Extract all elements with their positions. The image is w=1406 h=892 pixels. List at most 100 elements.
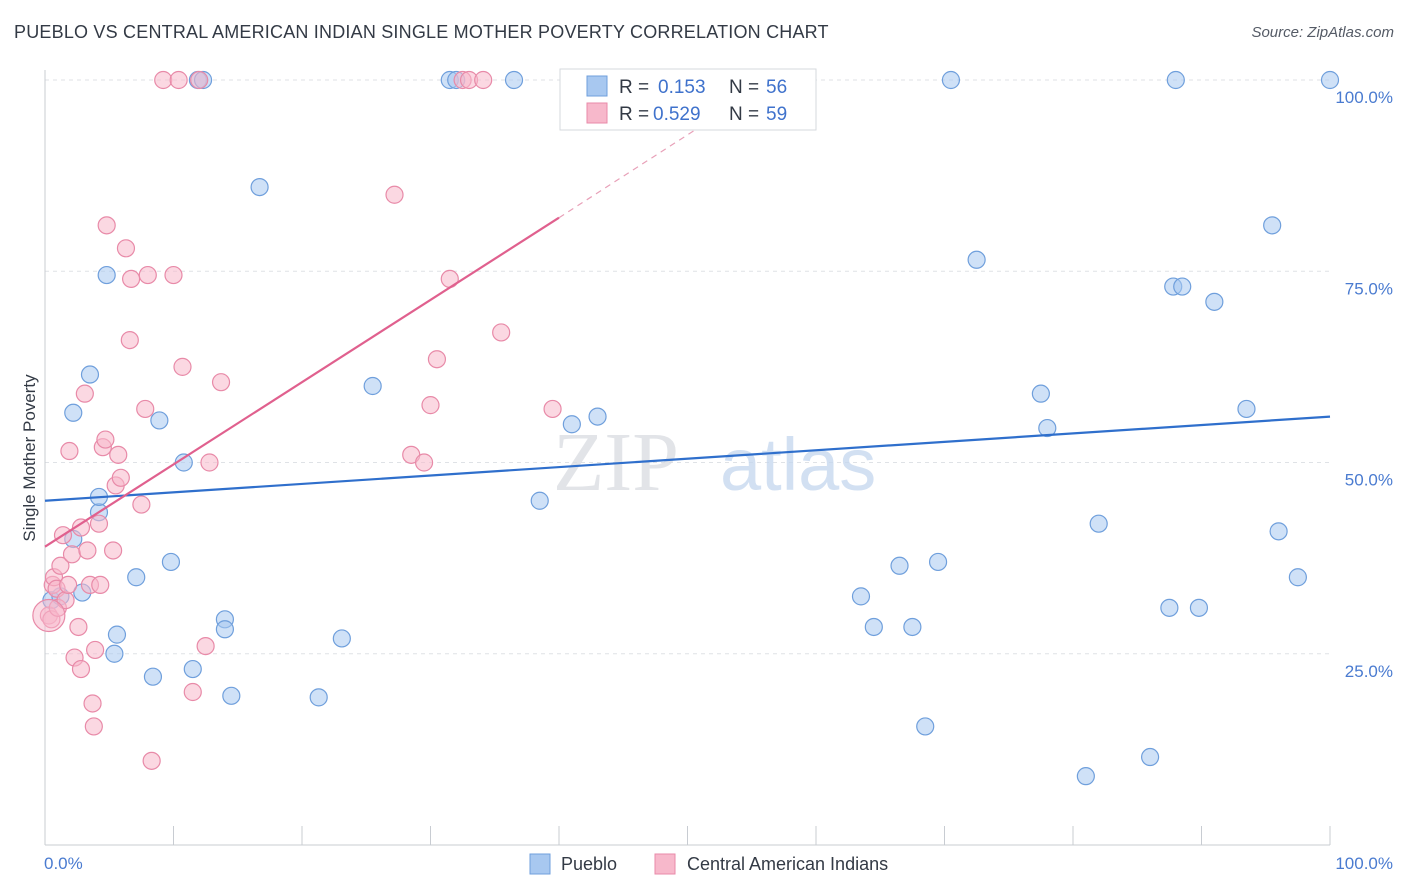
point-pueblo-12	[143, 667, 163, 686]
point-pueblo-14	[161, 552, 181, 572]
y-axis-label: Single Mother Poverty	[20, 374, 39, 542]
point-pueblo-42	[1076, 767, 1095, 786]
legend-r-value-pueblo: 0.153	[658, 77, 706, 98]
point-cai-39	[164, 265, 183, 285]
series-legend: Pueblo Central American Indians	[529, 853, 888, 875]
point-pueblo-45	[1160, 598, 1179, 617]
point-cai-20	[84, 717, 103, 736]
chart-source: Source: ZipAtlas.com	[1251, 24, 1394, 41]
trend-line-cai	[44, 216, 560, 548]
point-cai-11	[62, 545, 82, 564]
point-cai-42	[183, 682, 202, 702]
point-cai-16	[75, 384, 94, 403]
legend-r-value-cai: 0.529	[653, 104, 701, 125]
point-cai-13	[69, 617, 88, 637]
chart-title: PUEBLO VS CENTRAL AMERICAN INDIAN SINGLE…	[14, 22, 829, 42]
y-tick-labels: 25.0% 50.0% 75.0% 100.0%	[1335, 88, 1393, 681]
point-pueblo-34	[890, 556, 909, 575]
point-pueblo-35	[903, 617, 922, 637]
trend-line-cai-extension	[558, 117, 714, 219]
bottom-legend-swatch-cai	[654, 853, 676, 875]
point-pueblo-8	[97, 265, 116, 285]
point-cai-35	[136, 399, 155, 419]
point-cai-50	[421, 396, 440, 415]
point-pueblo-22	[250, 178, 269, 197]
legend-r-label-pueblo: R =	[619, 77, 649, 98]
bottom-legend-label-pueblo: Pueblo	[561, 854, 617, 874]
point-cai-47	[385, 185, 404, 204]
x-axis-ticks	[44, 826, 1331, 845]
point-pueblo-51	[1237, 399, 1256, 419]
point-cai-40	[169, 70, 188, 90]
point-pueblo-24	[332, 629, 351, 648]
point-pueblo-25	[363, 376, 382, 396]
point-pueblo-23	[309, 688, 328, 707]
point-pueblo-47	[1166, 70, 1185, 90]
point-cai-57	[543, 399, 562, 419]
point-pueblo-31	[588, 407, 607, 426]
point-pueblo-28	[504, 70, 524, 90]
point-pueblo-13	[150, 411, 169, 430]
point-cai-10	[60, 441, 79, 461]
watermark-atlas: atlas	[720, 423, 876, 506]
point-cai-34	[132, 495, 151, 514]
point-pueblo-21	[222, 686, 241, 705]
point-pueblo-41	[1038, 418, 1057, 438]
point-cai-14	[71, 659, 91, 679]
x-tick-label-max: 100.0%	[1335, 854, 1393, 873]
trend-lines	[44, 117, 1331, 548]
point-pueblo-54	[1288, 568, 1307, 587]
point-cai-43	[190, 70, 209, 90]
legend-n-value-pueblo: 56	[766, 77, 787, 98]
point-pueblo-43	[1089, 514, 1108, 533]
point-cai-37	[142, 751, 161, 770]
point-cai-23	[91, 575, 110, 595]
point-cai-41	[173, 357, 192, 376]
point-cai-45	[200, 453, 219, 472]
gridlines	[45, 79, 1330, 655]
legend-swatch-cai	[586, 102, 608, 124]
trend-line-pueblo	[44, 415, 1331, 502]
point-cai-31	[116, 239, 136, 258]
point-pueblo-11	[127, 568, 146, 587]
legend-n-value-cai: 59	[766, 104, 787, 125]
legend-n-label-pueblo: N =	[729, 77, 759, 98]
legend-r-label-cai: R =	[619, 104, 649, 125]
point-cai-9	[59, 575, 78, 595]
point-pueblo-50	[1205, 292, 1224, 311]
point-pueblo-36	[916, 717, 935, 736]
point-cai-49	[414, 453, 434, 472]
point-cai-6	[51, 556, 70, 575]
point-cai-21	[86, 640, 105, 660]
point-cai-cluster	[32, 598, 66, 633]
point-cai-25	[96, 430, 115, 449]
point-cai-51	[427, 350, 447, 369]
point-pueblo-30	[562, 415, 581, 434]
point-cai-15	[71, 518, 91, 537]
point-cai-44	[196, 636, 215, 656]
point-cai-30	[111, 468, 130, 487]
x-tick-label-min: 0.0%	[44, 854, 83, 873]
point-pueblo-20	[215, 620, 234, 639]
point-pueblo-5	[80, 365, 100, 384]
point-pueblo-3	[64, 403, 83, 422]
point-cai-46	[211, 373, 231, 392]
point-cai-17	[78, 541, 97, 560]
point-pueblo-39	[967, 250, 986, 269]
point-pueblo-29	[530, 491, 549, 510]
point-pueblo-38	[941, 70, 961, 90]
point-cai-36	[138, 265, 157, 285]
point-pueblo-44	[1140, 747, 1160, 767]
point-cai-56	[492, 323, 511, 342]
point-pueblo-33	[864, 617, 883, 637]
legend-n-label-cai: N =	[729, 104, 759, 125]
point-pueblo-32	[851, 587, 871, 606]
bottom-legend-label-cai: Central American Indians	[687, 854, 888, 874]
point-cai-55	[474, 70, 493, 90]
point-pueblo-37	[928, 552, 948, 572]
y-tick-label-75: 75.0%	[1345, 279, 1393, 298]
point-pueblo-48	[1173, 277, 1192, 296]
point-cai-22	[89, 514, 109, 533]
point-cai-29	[109, 445, 128, 464]
